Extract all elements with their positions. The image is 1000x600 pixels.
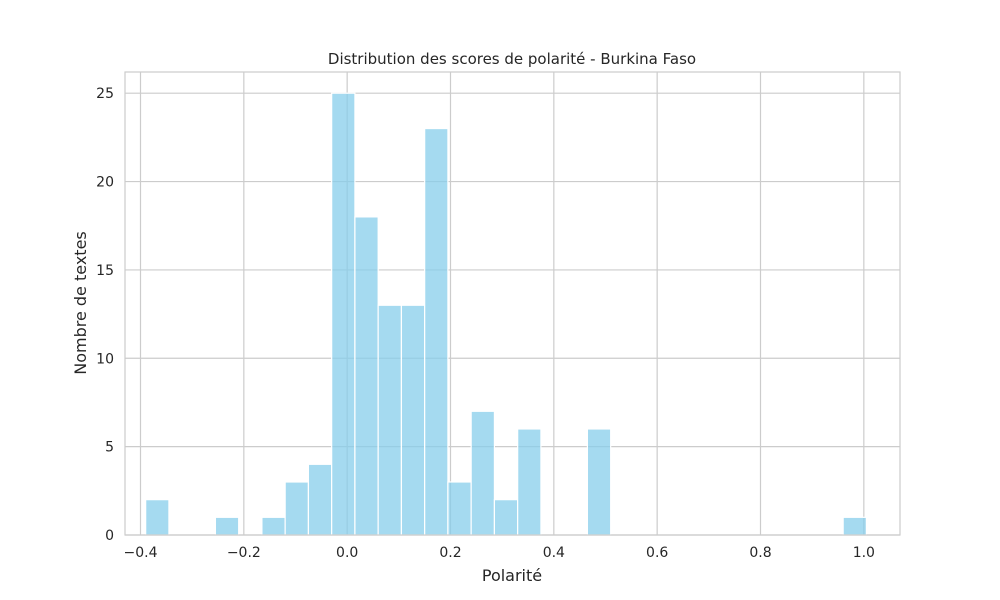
histogram-bar [493, 499, 519, 536]
histogram-bar [400, 304, 426, 536]
chart-title: Distribution des scores de polarité - Bu… [328, 50, 696, 68]
histogram-bar [377, 304, 403, 536]
histogram-bar [354, 216, 379, 536]
histogram-bars [145, 92, 868, 536]
histogram-bar [842, 516, 868, 536]
y-tick-label: 15 [96, 263, 114, 279]
y-tick-label: 0 [105, 528, 114, 544]
x-tick-label: 0.8 [749, 545, 771, 561]
x-tick-label: 0.4 [543, 545, 565, 561]
y-tick-label: 25 [96, 86, 114, 102]
x-axis-label: Polarité [482, 566, 542, 585]
histogram-bar [307, 463, 333, 536]
y-tick-label: 10 [96, 351, 114, 367]
histogram-bar [331, 92, 356, 536]
y-axis-label: Nombre de textes [71, 231, 90, 375]
histogram-bar [447, 481, 472, 536]
x-tick-label: 0.0 [336, 545, 358, 561]
histogram-bar [284, 481, 310, 536]
x-tick-label: 1.0 [853, 545, 875, 561]
x-tick-label: −0.2 [227, 545, 261, 561]
histogram-bar [214, 516, 240, 536]
grid-lines [125, 72, 900, 536]
y-tick-label: 20 [96, 175, 114, 191]
histogram-bar [470, 410, 496, 536]
x-tick-label: 0.6 [646, 545, 668, 561]
histogram-bar [586, 428, 612, 536]
x-tick-label: 0.2 [439, 545, 461, 561]
histogram-bar [261, 516, 286, 536]
plot-area-frame [124, 71, 901, 536]
y-tick-label: 5 [105, 440, 114, 456]
histogram-bar [517, 428, 542, 536]
histogram-bar [145, 499, 170, 536]
x-tick-label: −0.4 [124, 545, 158, 561]
tick-labels: −0.4 −0.2 0.0 0.2 0.4 0.6 0.8 1.0 0 5 10 15 20 25 [96, 86, 875, 561]
histogram-bar [424, 127, 449, 536]
